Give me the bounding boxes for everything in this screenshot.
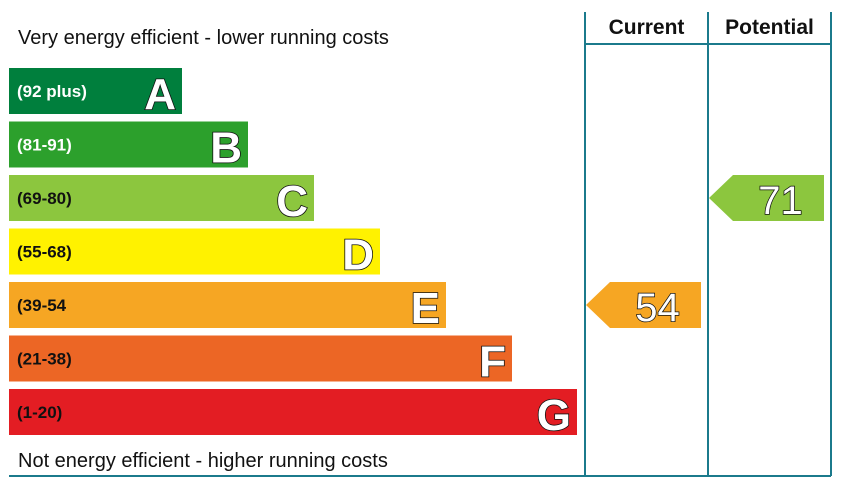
band-bar-a	[9, 68, 182, 114]
header-current: Current	[609, 16, 685, 39]
band-bar-d	[9, 228, 380, 275]
band-range-d: (55-68)	[17, 243, 72, 262]
top-caption: Very energy efficient - lower running co…	[18, 27, 389, 49]
band-bar-g	[9, 389, 577, 435]
band-range-b: (81-91)	[17, 136, 72, 155]
band-range-a: (92 plus)	[17, 82, 87, 101]
potential-rating-value: 71	[758, 179, 803, 223]
band-bar-b	[9, 121, 248, 168]
band-letter-b: B	[210, 124, 242, 173]
band-bar-e	[9, 282, 446, 328]
header-potential: Potential	[725, 16, 814, 39]
band-letter-g: G	[537, 391, 571, 440]
band-letter-a: A	[144, 70, 176, 119]
current-rating-value: 54	[635, 286, 680, 330]
potential-rating-arrow	[709, 175, 824, 221]
band-range-f: (21-38)	[17, 350, 72, 369]
band-bar-f	[9, 335, 512, 382]
band-range-g: (1-20)	[17, 403, 62, 422]
band-range-e: (39-54	[17, 296, 67, 315]
band-range-c: (69-80)	[17, 189, 72, 208]
band-letter-c: C	[276, 177, 308, 226]
band-letter-f: F	[479, 338, 506, 387]
band-letter-d: D	[342, 231, 374, 280]
current-rating-arrow	[586, 282, 701, 328]
bottom-caption: Not energy efficient - higher running co…	[18, 450, 388, 472]
band-letter-e: E	[411, 284, 440, 333]
band-bar-c	[9, 175, 314, 221]
